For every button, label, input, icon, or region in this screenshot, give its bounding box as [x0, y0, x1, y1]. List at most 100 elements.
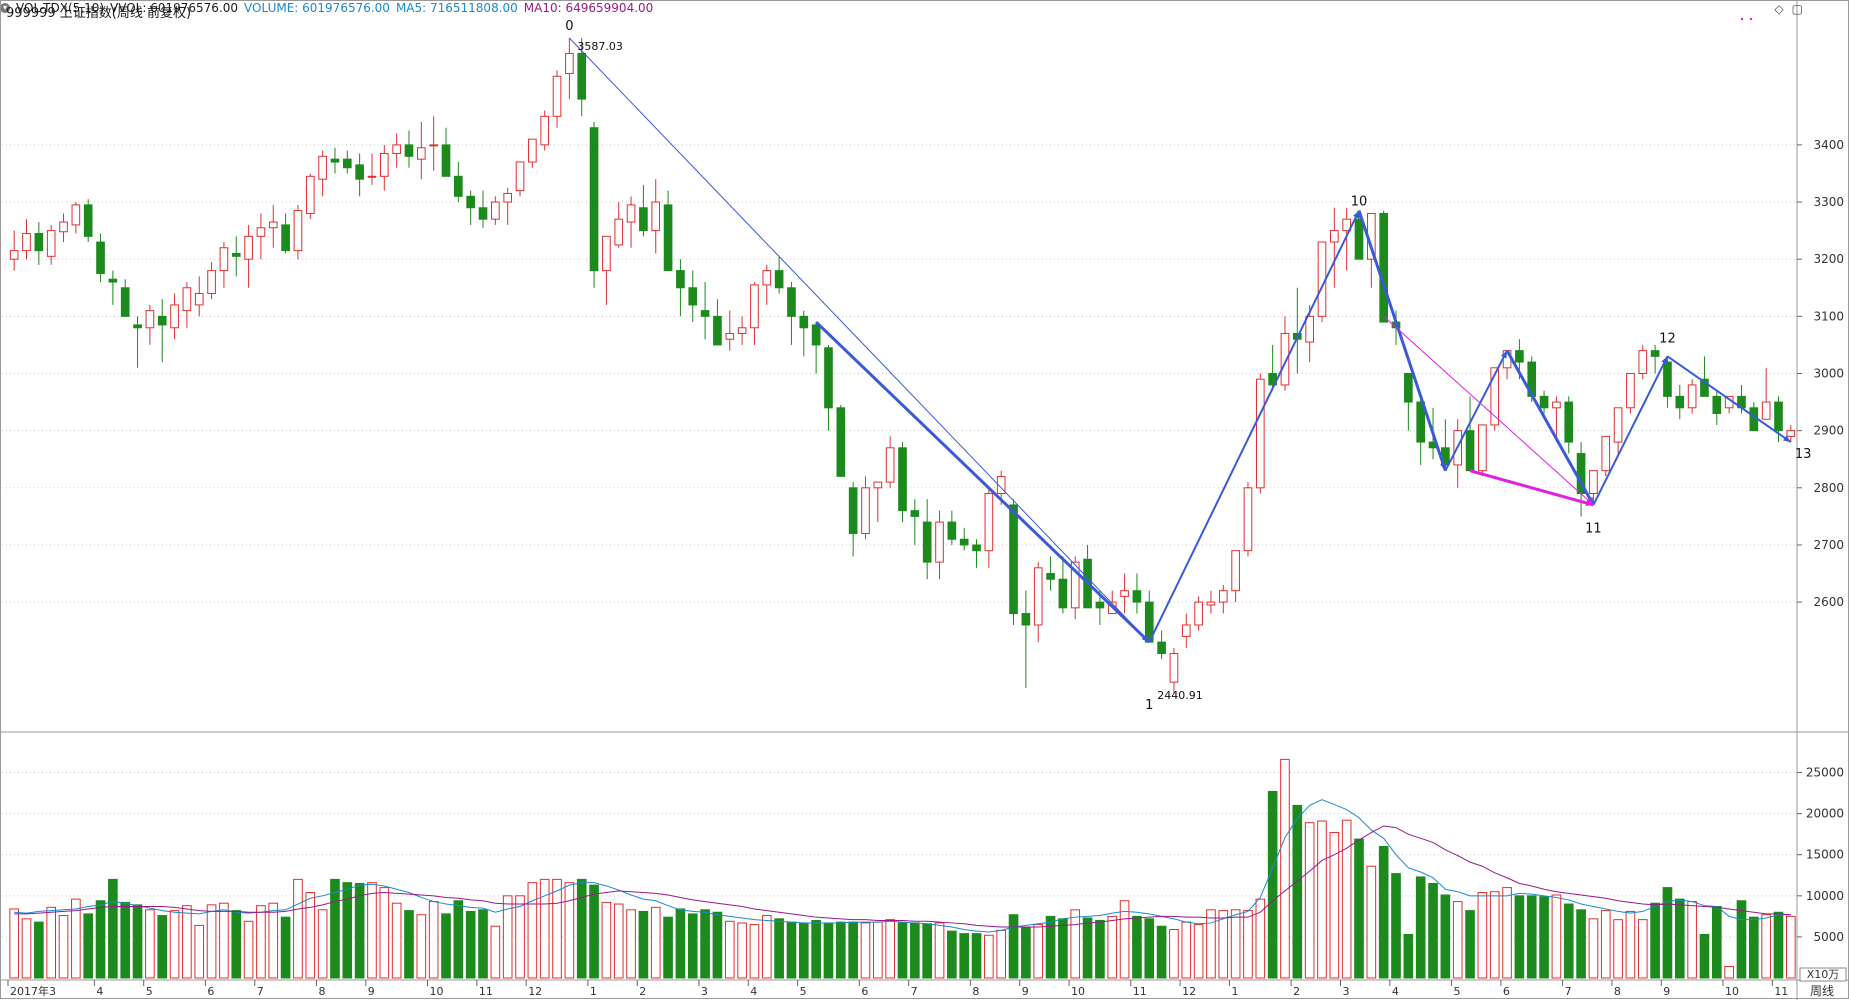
volume-tick-label: 10000 — [1806, 889, 1844, 903]
candle-body — [466, 195, 475, 209]
volume-bar — [1637, 919, 1648, 979]
volume-bar — [798, 922, 809, 979]
candle-body — [614, 218, 624, 246]
volume-bar — [1415, 876, 1426, 979]
volume-bar — [1082, 917, 1093, 979]
volume-bar — [305, 892, 316, 979]
time-axis-label: 2 — [1293, 985, 1300, 998]
volume-bar — [95, 900, 106, 979]
volume-bar — [663, 916, 673, 979]
volume-bar — [823, 922, 834, 979]
trend-arrowhead — [1661, 356, 1668, 365]
volume-bar — [490, 925, 501, 979]
volume-bar — [675, 908, 686, 979]
candle-body — [22, 232, 31, 252]
candle-body — [1330, 230, 1339, 243]
candle-body — [9, 250, 19, 260]
volume-bar — [873, 921, 883, 979]
price-tick-label: 3200 — [1813, 252, 1844, 266]
volume-bar — [1674, 898, 1685, 979]
diamond-icon[interactable]: ◇ — [1774, 2, 1784, 16]
candle-body — [1478, 424, 1487, 472]
candle-body — [1539, 395, 1549, 409]
volume-bar — [885, 919, 895, 979]
time-axis-label: 9 — [1663, 985, 1670, 998]
volume-bar — [1465, 910, 1475, 979]
candle-body — [935, 521, 944, 563]
candle-body — [491, 201, 500, 220]
candle-body — [1181, 624, 1191, 637]
volume-bar — [1033, 924, 1044, 979]
candle-body — [713, 315, 722, 346]
candle-body — [367, 175, 377, 178]
period-label: 周线 — [1810, 984, 1834, 998]
volume-bar — [9, 908, 19, 979]
candle-body — [1354, 218, 1364, 260]
candle-body — [811, 324, 821, 346]
price-tick-label: 2600 — [1813, 595, 1844, 609]
time-axis-label: 7 — [911, 985, 918, 998]
candle-body — [1194, 601, 1203, 626]
window-icon[interactable]: ▢ — [1791, 2, 1803, 16]
price-tick-label: 3400 — [1813, 138, 1844, 152]
candle-body — [182, 287, 192, 312]
trend-arrowhead — [1500, 350, 1508, 359]
volume-bar — [1786, 915, 1796, 979]
volume-bar — [984, 934, 994, 979]
marker-dot — [1749, 17, 1753, 21]
candle-body — [1058, 578, 1068, 609]
trend-arrowhead — [1352, 210, 1360, 219]
candle-body — [688, 287, 698, 306]
volume-bar — [132, 904, 143, 979]
candle-body — [1515, 350, 1524, 363]
candle-body — [725, 332, 735, 340]
volume-bar — [700, 909, 710, 979]
candle-body — [441, 144, 451, 177]
volume-bar — [145, 909, 155, 979]
volume-bar — [330, 878, 340, 979]
time-axis-label: 10 — [429, 985, 443, 998]
volume-bar — [910, 922, 920, 979]
wave-label: 11 — [1585, 521, 1602, 536]
volume-bar — [650, 906, 661, 979]
collapse-icon[interactable]: ▾ — [0, 3, 10, 13]
volume-bar — [1280, 758, 1290, 979]
price-annotation: 2440.91 — [1157, 689, 1203, 702]
price-tick-label: 3300 — [1813, 195, 1844, 209]
candle-body — [1046, 573, 1055, 580]
time-axis-label: 6 — [861, 985, 868, 998]
wave-label: 0 — [565, 19, 573, 34]
volume-bar — [860, 922, 871, 979]
candle-body — [885, 447, 895, 483]
volume-tick-label: 25000 — [1806, 766, 1844, 780]
volume-bar — [293, 878, 303, 979]
trend-arrowhead — [1585, 499, 1594, 506]
volume-bar — [58, 915, 69, 979]
volume-bar — [1650, 902, 1660, 979]
candle-body — [996, 475, 1006, 495]
toolbar: ◇ ▢ — [1774, 2, 1803, 16]
volume-bar — [638, 910, 649, 979]
volume-bar — [897, 922, 908, 979]
volume-bar — [453, 900, 464, 979]
volume-bar — [120, 901, 131, 979]
candle-body — [577, 52, 587, 100]
time-axis-label: 5 — [800, 985, 807, 998]
candle-body — [1169, 653, 1179, 683]
volume-bar — [576, 878, 587, 979]
time-axis-label: 10 — [1725, 985, 1739, 998]
candle-body — [552, 75, 562, 117]
indicator-label[interactable]: VOL-TDX(5,10) — [16, 1, 105, 15]
time-axis-label: 1 — [1231, 985, 1238, 998]
candle-body — [392, 144, 401, 154]
trend-line — [1469, 469, 1594, 507]
volume-bar — [1181, 921, 1192, 979]
volume-bar — [959, 933, 970, 979]
candle-body — [910, 510, 920, 517]
candle-body — [1379, 212, 1389, 323]
volume-bar — [1724, 965, 1734, 979]
candle-body — [1786, 430, 1796, 437]
volume-bar — [354, 882, 365, 979]
candle-body — [799, 315, 809, 329]
